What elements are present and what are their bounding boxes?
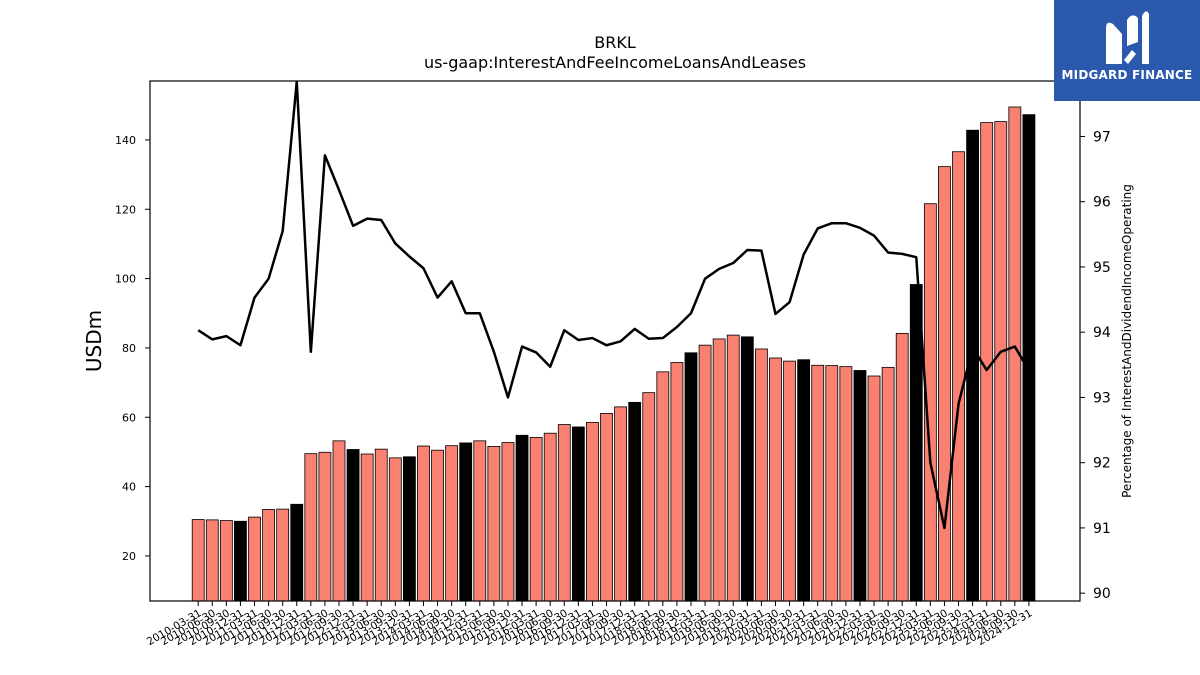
bar-2024-12-31 — [1022, 114, 1036, 602]
bar-2016-12-31 — [571, 426, 585, 602]
bar-2019-06-30 — [712, 338, 726, 602]
y-tick-label: 60 — [122, 411, 136, 424]
chart-subtitle: us-gaap:InterestAndFeeIncomeLoansAndLeas… — [424, 53, 806, 72]
bar-2022-03-31 — [867, 375, 881, 602]
bar-2021-06-30 — [825, 365, 839, 602]
bar-2016-09-30 — [557, 424, 571, 602]
bar-2013-09-30 — [388, 457, 402, 602]
bar-2018-09-30 — [670, 362, 684, 602]
bar-2018-03-31 — [642, 392, 656, 602]
y-tick-label: 80 — [122, 342, 136, 355]
bar-2020-12-31 — [797, 359, 811, 602]
y-tick-label: 40 — [122, 481, 136, 494]
chart-title: BRKL — [594, 33, 636, 52]
bar-series — [191, 106, 1036, 602]
bar-2013-12-31 — [402, 456, 416, 602]
bar-2020-09-30 — [783, 360, 796, 602]
bar-2011-09-30 — [276, 508, 290, 602]
midgard-m-icon — [1106, 11, 1149, 65]
y2-tick-label: 95 — [1093, 260, 1111, 276]
bar-2023-06-30 — [938, 166, 951, 602]
y-axis-ticks: 20 40 60 80 100 120 140 — [115, 134, 150, 563]
brand-name: MIDGARD FINANCE — [1061, 68, 1193, 82]
bar-2012-03-31 — [304, 453, 318, 602]
y2-axis-label: Percentage of InterestAndDividendIncomeO… — [1120, 184, 1134, 498]
y2-tick-label: 96 — [1093, 195, 1111, 211]
bar-2024-06-30 — [994, 121, 1008, 602]
bar-2021-12-31 — [853, 370, 867, 602]
bar-2021-09-30 — [839, 366, 853, 602]
bar-2014-03-31 — [417, 445, 430, 602]
bar-2019-03-31 — [698, 344, 712, 602]
bar-2020-06-30 — [769, 357, 782, 602]
y2-tick-label: 90 — [1093, 586, 1111, 602]
bar-2016-03-31 — [529, 436, 543, 602]
bar-2017-06-30 — [600, 413, 613, 602]
bar-2017-09-30 — [614, 406, 627, 602]
bar-2015-03-31 — [473, 440, 487, 602]
bar-2013-03-31 — [360, 453, 374, 602]
bar-2020-03-31 — [755, 348, 768, 602]
bar-2017-03-31 — [586, 422, 599, 602]
bar-2010-03-31 — [191, 519, 205, 602]
bar-2019-09-30 — [726, 334, 740, 602]
bar-2014-09-30 — [445, 445, 459, 602]
bar-2010-09-30 — [219, 520, 233, 602]
y-axis-label: USDm — [82, 310, 106, 372]
bar-2013-06-30 — [374, 448, 388, 602]
y-tick-label: 100 — [115, 273, 136, 286]
x-axis-ticks: 2010-03-312010-06-302010-09-302010-12-31… — [145, 601, 1034, 648]
bar-2022-06-30 — [881, 366, 895, 602]
bar-2015-06-30 — [487, 445, 501, 602]
bar-2012-06-30 — [318, 451, 332, 602]
bar-2016-06-30 — [543, 432, 557, 602]
bar-2011-06-30 — [262, 509, 276, 602]
y2-tick-label: 94 — [1093, 325, 1111, 341]
y-tick-label: 120 — [115, 203, 136, 216]
bar-2015-12-31 — [515, 434, 529, 602]
brand-logo: MIDGARD FINANCE — [1054, 0, 1200, 101]
y2-tick-label: 91 — [1093, 521, 1111, 537]
bar-2022-09-30 — [895, 332, 909, 602]
y2-axis-ticks: 90 91 92 93 94 95 96 97 — [1080, 129, 1111, 602]
y2-tick-label: 93 — [1093, 390, 1111, 406]
bar-2023-09-30 — [952, 151, 965, 602]
bar-2012-09-30 — [332, 440, 346, 602]
plot-frame — [149, 80, 1081, 602]
bar-2014-12-31 — [459, 442, 473, 602]
bar-2011-12-31 — [290, 503, 304, 602]
bar-2011-03-31 — [248, 516, 261, 602]
y2-tick-label: 97 — [1093, 129, 1111, 145]
bar-2018-06-30 — [656, 371, 670, 602]
y-tick-label: 140 — [115, 134, 136, 147]
ratio-line — [197, 80, 1030, 530]
y-tick-label: 20 — [122, 550, 136, 563]
bar-2010-06-30 — [205, 519, 219, 602]
bar-2021-03-31 — [811, 364, 825, 602]
y2-tick-label: 92 — [1093, 456, 1111, 472]
bar-2017-12-31 — [628, 401, 642, 602]
bar-2015-09-30 — [501, 442, 515, 602]
bar-2019-12-31 — [740, 336, 754, 602]
bar-2010-12-31 — [234, 520, 247, 602]
bar-2012-12-31 — [346, 449, 360, 602]
bar-2018-12-31 — [684, 352, 698, 602]
bar-2014-06-30 — [431, 449, 444, 602]
